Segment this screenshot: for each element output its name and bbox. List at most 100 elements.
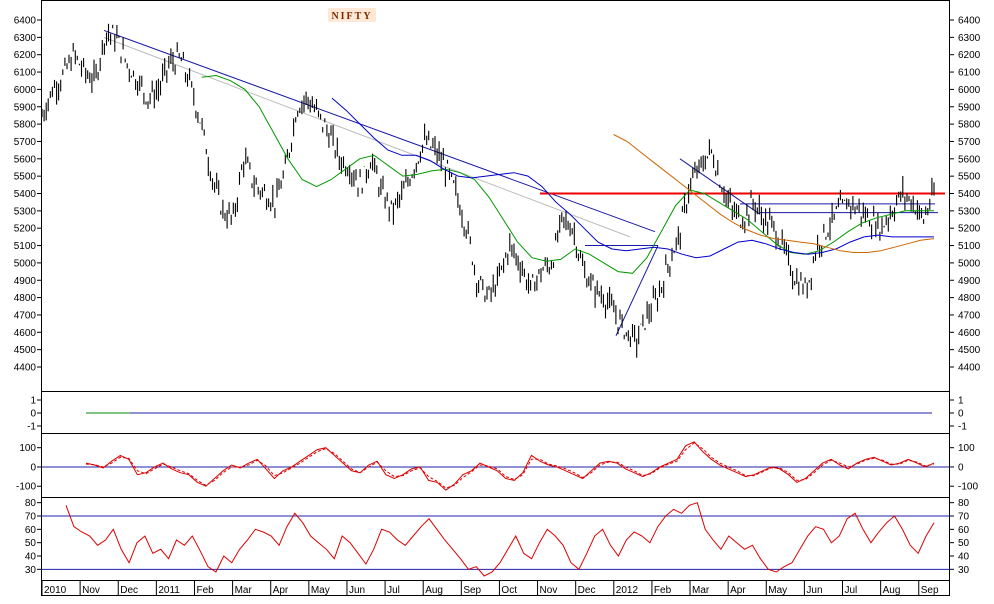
oscillator-tick-label-right: 0 (958, 462, 964, 473)
price-tick-label-left: 6400 (14, 16, 37, 27)
x-tick-label: Oct (501, 585, 517, 596)
x-tick-label: Dec (120, 585, 138, 596)
indicator-tick-label-left: -1 (27, 422, 36, 433)
oscillator-tick-label-left: -100 (16, 482, 36, 493)
price-tick-label-right: 6300 (958, 33, 981, 44)
x-tick-label: Apr (730, 585, 746, 596)
price-tick-label-left: 5300 (14, 206, 37, 217)
price-tick-label-left: 4400 (14, 363, 37, 374)
price-tick-label-left: 5600 (14, 154, 37, 165)
x-tick-label: 2010 (44, 585, 67, 596)
trendline-grey (103, 36, 631, 238)
price-tick-label-left: 4800 (14, 293, 37, 304)
price-tick-label-right: 5000 (958, 258, 981, 269)
chart-title-box (328, 8, 376, 22)
price-tick-label-left: 4500 (14, 345, 37, 356)
price-tick-label-right: 4500 (958, 345, 981, 356)
rsi-tick-label-right: 30 (958, 565, 970, 576)
oscillator-line (85, 441, 935, 491)
x-tick-label: Mar (235, 585, 253, 596)
price-tick-label-right: 4700 (958, 310, 981, 321)
x-tick-label: Apr (273, 585, 289, 596)
x-tick-label: Jun (349, 585, 365, 596)
indicator-tick-label-right: 0 (958, 409, 964, 420)
price-tick-label-right: 6200 (958, 50, 981, 61)
oscillator-signal-line (85, 442, 935, 489)
x-tick-label: 2012 (616, 585, 639, 596)
rsi-panel: 80 80 70 70 60 60 50 50 40 40 30 30 (25, 498, 970, 577)
moving-average-long (613, 134, 935, 253)
rsi-tick-label-left: 70 (25, 512, 37, 523)
price-tick-label-left: 5000 (14, 258, 37, 269)
price-tick-label-right: 5400 (958, 189, 981, 200)
chart-title: NIFTY (331, 11, 372, 22)
x-tick-label: Dec (578, 585, 596, 596)
x-tick-label: Sep (463, 585, 481, 596)
moving-average-short (201, 74, 934, 274)
indicator-tick-label-right: -1 (958, 422, 967, 433)
price-tick-label-right: 5300 (958, 206, 981, 217)
price-tick-label-left: 5800 (14, 120, 37, 131)
price-tick-label-right: 6400 (958, 16, 981, 27)
moving-average-mid (331, 97, 934, 259)
price-tick-label-right: 5900 (958, 102, 981, 113)
price-tick-label-right: 5500 (958, 172, 981, 183)
price-tick-label-right: 5800 (958, 120, 981, 131)
price-tick-label-left: 6200 (14, 50, 37, 61)
x-tick-label: Sep (921, 585, 939, 596)
indicator-tick-label-right: 1 (958, 396, 964, 407)
rsi-tick-label-right: 40 (958, 552, 970, 563)
price-tick-label-right: 4800 (958, 293, 981, 304)
price-tick-label-right: 5600 (958, 154, 981, 165)
rsi-tick-label-right: 80 (958, 498, 970, 509)
price-tick-label-right: 6000 (958, 85, 981, 96)
rsi-tick-label-left: 60 (25, 525, 37, 536)
oscillator-tick-label-right: 100 (958, 443, 975, 454)
price-tick-label-left: 5500 (14, 172, 37, 183)
oscillator-panel: 100 100 0 0 -100 -100 (16, 441, 978, 493)
x-axis-month-labels: 2010 Nov Dec 2011 Feb Mar Apr May Jun Jul Aug Sep Oc… (41, 581, 939, 596)
trendline-up (615, 245, 659, 336)
price-tick-label-left: 5900 (14, 102, 37, 113)
rsi-line (65, 502, 935, 577)
price-tick-label-right: 5700 (958, 137, 981, 148)
x-tick-label: Nov (82, 585, 100, 596)
trendline-down (103, 29, 656, 233)
indicator-tick-label-left: 1 (30, 396, 36, 407)
oscillator-tick-label-left: 0 (30, 462, 36, 473)
x-tick-label: Jun (806, 585, 822, 596)
chart-frame (41, 0, 950, 596)
price-tick-label-left: 5100 (14, 241, 37, 252)
price-tick-label-left: 5400 (14, 189, 37, 200)
oscillator-tick-label-left: 100 (19, 443, 36, 454)
oscillator-tick-label-right: -100 (958, 482, 978, 493)
x-tick-label: May (768, 585, 787, 596)
price-tick-label-right: 4400 (958, 363, 981, 374)
x-tick-label: Feb (196, 585, 214, 596)
rsi-tick-label-right: 70 (958, 512, 970, 523)
price-tick-label-right: 4900 (958, 276, 981, 287)
x-tick-label: Mar (692, 585, 710, 596)
rsi-tick-label-right: 60 (958, 525, 970, 536)
rsi-tick-label-left: 30 (25, 565, 37, 576)
x-tick-label: Aug (883, 585, 901, 596)
indicator-tick-label-left: 0 (30, 409, 36, 420)
x-tick-label: 2011 (158, 585, 180, 596)
rsi-tick-label-left: 40 (25, 552, 37, 563)
x-tick-label: Nov (540, 585, 558, 596)
price-series (41, 23, 935, 358)
price-tick-label-left: 6100 (14, 68, 37, 79)
price-tick-label-left: 4600 (14, 328, 37, 339)
price-trendlines (103, 29, 945, 336)
price-tick-label-left: 5700 (14, 137, 37, 148)
price-tick-label-right: 5100 (958, 241, 981, 252)
rsi-tick-label-right: 50 (958, 538, 970, 549)
price-tick-label-left: 4900 (14, 276, 37, 287)
x-tick-label: Jul (387, 585, 400, 596)
rsi-tick-label-left: 80 (25, 498, 37, 509)
x-tick-label: Jul (845, 585, 858, 596)
price-tick-label-left: 4700 (14, 310, 37, 321)
price-tick-label-left: 5200 (14, 224, 37, 235)
